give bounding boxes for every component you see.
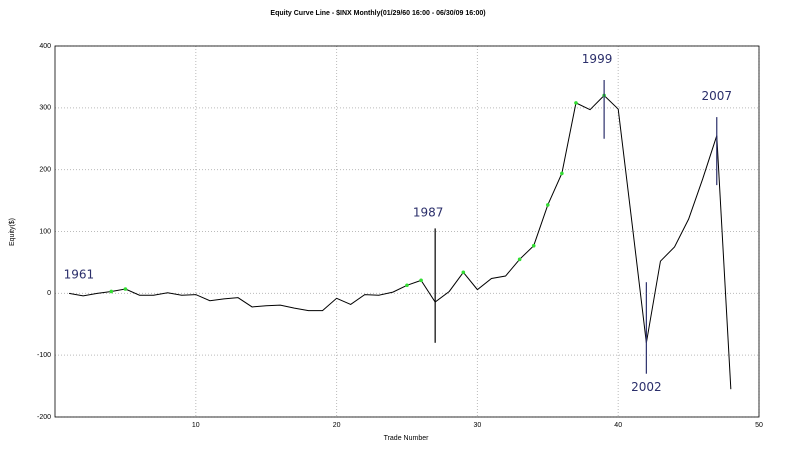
new-high-marker	[560, 171, 564, 176]
y-tick-label: -200	[37, 414, 51, 421]
new-high-marker	[405, 283, 409, 288]
equity-line	[68, 94, 732, 390]
y-tick-label: -100	[37, 352, 51, 359]
y-tick-label: 100	[39, 228, 51, 235]
y-tick-label: 200	[39, 167, 51, 174]
x-tick-label: 10	[192, 422, 200, 429]
new-high-marker	[517, 257, 522, 262]
chart-title: Equity Curve Line - $INX Monthly(01/29/6…	[270, 10, 485, 17]
new-high-marker	[546, 203, 550, 207]
new-high-marker	[419, 278, 423, 283]
plot-frame	[54, 45, 760, 418]
new-high-marker	[109, 289, 114, 294]
annotation-label: 1961	[64, 267, 95, 281]
y-tick-label: 400	[39, 43, 51, 50]
new-high-marker	[461, 270, 466, 275]
x-tick-label: 20	[333, 422, 341, 429]
y-axis-label: Equity($)	[9, 218, 16, 246]
annotation-label: 1999	[582, 52, 613, 66]
y-tick-label: 300	[39, 105, 51, 112]
new-high-marker	[123, 287, 128, 291]
new-high-marker	[574, 101, 578, 105]
x-axis-label: Trade Number	[384, 435, 430, 442]
annotation-label: 2002	[631, 380, 662, 394]
new-high-marker	[531, 243, 536, 248]
x-tick-label: 30	[474, 422, 482, 429]
x-tick-label: 40	[614, 422, 622, 429]
annotation-label: 2007	[701, 89, 732, 103]
x-tick-label: 50	[755, 422, 763, 429]
y-tick-label: 0	[47, 290, 51, 297]
annotation-label: 1987	[413, 205, 444, 219]
